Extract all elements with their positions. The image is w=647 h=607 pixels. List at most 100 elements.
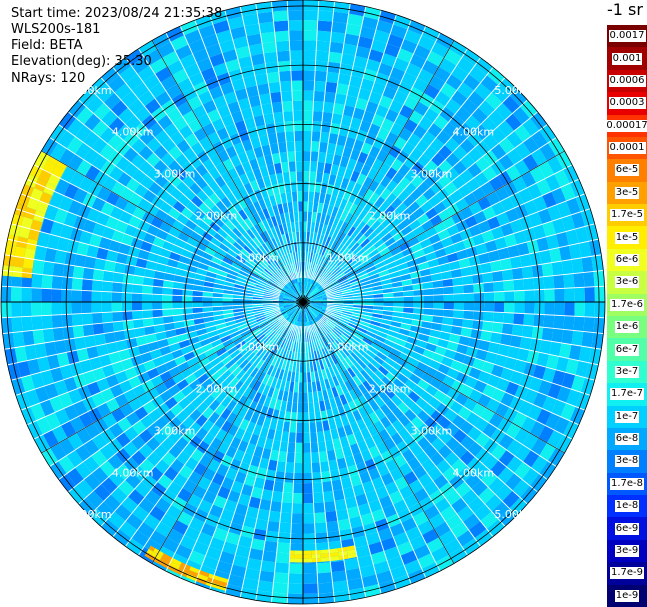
range-gate	[122, 319, 134, 331]
range-gate	[225, 123, 239, 137]
range-gate	[494, 302, 505, 313]
range-gate	[551, 187, 567, 205]
range-gate	[91, 449, 108, 467]
range-gate	[242, 577, 259, 591]
range-gate	[269, 91, 282, 104]
range-gate	[294, 140, 303, 152]
range-gate	[205, 546, 223, 561]
range-gate	[374, 395, 386, 408]
range-gate	[235, 276, 247, 284]
ray-separator	[179, 25, 294, 281]
range-gate	[188, 38, 206, 54]
range-gate	[491, 270, 504, 283]
range-gate	[284, 328, 291, 339]
range-gate	[403, 307, 414, 314]
range-gate	[237, 197, 248, 210]
range-gate	[243, 349, 254, 359]
range-gate	[467, 441, 483, 457]
ray-separator	[318, 319, 506, 527]
range-gate	[401, 517, 418, 532]
ray-separator	[26, 178, 282, 293]
range-gate	[324, 236, 332, 247]
range-gate	[312, 304, 323, 309]
range-gate	[303, 503, 315, 514]
range-gate	[468, 337, 481, 349]
range-gate	[468, 224, 482, 238]
range-gate	[259, 361, 268, 372]
range-gate	[332, 327, 343, 336]
range-gate	[379, 322, 391, 330]
range-gate	[482, 422, 498, 439]
range-gate	[357, 343, 369, 353]
range-gate	[197, 373, 210, 385]
range-gate	[383, 546, 401, 561]
range-gate	[209, 10, 228, 25]
range-gate	[303, 120, 313, 132]
range-gate	[484, 351, 498, 365]
range-gate	[553, 274, 565, 289]
range-gate	[341, 346, 351, 357]
range-gate	[114, 262, 126, 274]
range-gate	[312, 297, 323, 301]
range-gate	[196, 531, 213, 547]
range-gate	[190, 195, 204, 208]
range-gate	[197, 476, 212, 491]
range-gate	[333, 352, 342, 364]
range-gate	[243, 75, 257, 89]
range-gate	[118, 348, 131, 362]
range-gate	[433, 521, 452, 538]
range-gate	[357, 209, 369, 221]
range-gate	[403, 290, 414, 297]
range-gate	[473, 302, 485, 312]
range-gate	[295, 442, 303, 453]
range-gate	[156, 402, 171, 417]
range-gate	[422, 403, 436, 417]
range-gate	[362, 212, 373, 224]
range-gate	[331, 217, 340, 229]
ray-separator	[2, 304, 280, 335]
range-gate	[261, 350, 271, 362]
range-gate	[404, 341, 416, 352]
range-gate	[293, 382, 299, 393]
range-gate	[320, 311, 330, 318]
range-gate	[379, 200, 391, 213]
range-gate	[487, 249, 500, 263]
range-gate	[388, 99, 404, 114]
range-gate	[7, 362, 22, 381]
range-gate	[4, 347, 18, 365]
range-gate	[115, 124, 133, 141]
range-gate	[196, 189, 209, 203]
range-gate	[303, 10, 319, 21]
range-gate	[341, 312, 352, 318]
range-gate	[507, 345, 520, 360]
range-gate	[563, 315, 575, 331]
range-gate	[563, 420, 579, 440]
range-gate	[377, 527, 394, 542]
range-gate	[309, 161, 318, 172]
range-gate	[274, 236, 282, 247]
range-gate	[84, 255, 97, 269]
range-gate	[198, 357, 211, 368]
range-gate	[233, 337, 244, 346]
range-gate	[346, 271, 357, 280]
range-gate	[271, 355, 279, 367]
range-gate	[303, 130, 312, 142]
range-gate	[249, 271, 260, 280]
range-gate	[339, 281, 350, 288]
range-gate	[462, 73, 481, 91]
range-gate	[355, 129, 368, 143]
range-gate	[212, 302, 223, 307]
range-gate	[375, 485, 389, 500]
range-gate	[368, 179, 380, 193]
range-gate	[207, 411, 221, 425]
range-gate	[127, 489, 145, 506]
range-gate	[381, 343, 393, 353]
range-gate	[272, 10, 289, 22]
range-gate	[245, 506, 260, 519]
range-gate	[49, 395, 64, 413]
range-gate	[197, 90, 213, 105]
range-gate	[273, 322, 282, 331]
range-gate	[287, 275, 294, 285]
range-gate	[522, 450, 540, 468]
range-gate	[72, 265, 85, 279]
